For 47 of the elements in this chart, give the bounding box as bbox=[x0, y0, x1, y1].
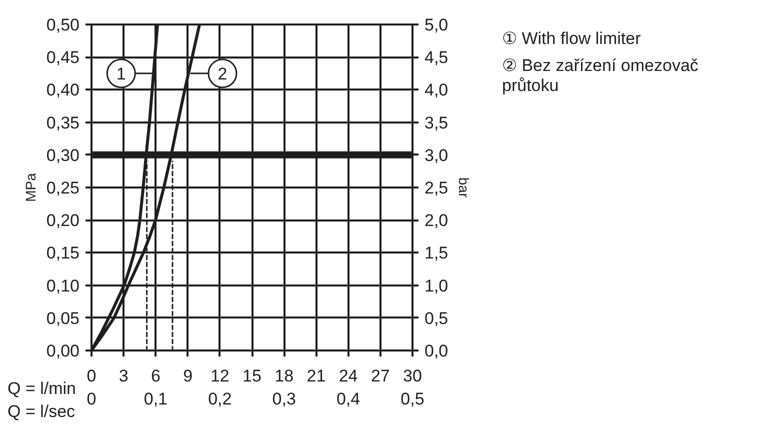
x-tick-label: 24 bbox=[338, 366, 358, 386]
annotation: 1 bbox=[116, 64, 126, 84]
y-tick-label: 0,10 bbox=[46, 276, 80, 296]
x-tick-label: 6 bbox=[150, 366, 160, 386]
y-tick-label: 0,00 bbox=[46, 342, 80, 360]
y2-tick-label: 3,0 bbox=[424, 146, 448, 165]
x-tick-label: 30 bbox=[403, 366, 422, 386]
y-tick-label: 0,35 bbox=[46, 113, 80, 132]
x2-tick-label: 0,4 bbox=[336, 390, 360, 408]
y-tick-label: 0,25 bbox=[46, 178, 80, 198]
y-tick-label: 0,20 bbox=[46, 211, 80, 230]
y2-tick-label: 4,5 bbox=[424, 48, 448, 68]
y2-tick-label: 2,0 bbox=[424, 211, 448, 230]
x-tick-label: 9 bbox=[183, 366, 193, 386]
y2-tick-label: 2,5 bbox=[424, 178, 448, 198]
y2-axis-title: bar bbox=[456, 177, 472, 198]
x2-tick-label: 0,3 bbox=[272, 390, 296, 408]
y-tick-label: 0,45 bbox=[46, 48, 80, 68]
y-tick-label: 0,05 bbox=[46, 308, 80, 328]
y2-tick-label: 0,5 bbox=[424, 308, 448, 328]
x-tick-label: 27 bbox=[370, 366, 390, 386]
y2-tick-label: 1,0 bbox=[424, 276, 448, 296]
x2-axis-title: Q = l/sec bbox=[8, 402, 76, 421]
x-tick-label: 21 bbox=[306, 366, 326, 386]
x-tick-label: 0 bbox=[86, 366, 96, 386]
y2-tick-label: 1,5 bbox=[424, 244, 448, 263]
x2-tick-label: 0,5 bbox=[400, 390, 424, 408]
annotation: 2 bbox=[218, 64, 228, 84]
y-tick-label: 0,50 bbox=[46, 16, 80, 34]
x-tick-label: 12 bbox=[210, 366, 230, 386]
y2-tick-label: 4,0 bbox=[424, 80, 448, 100]
x2-tick-label: 0,1 bbox=[144, 390, 168, 408]
y2-tick-label: 0,0 bbox=[424, 342, 448, 360]
y2-tick-label: 3,5 bbox=[424, 113, 448, 132]
x-tick-label: 18 bbox=[274, 366, 294, 386]
x2-tick-label: 0,2 bbox=[208, 390, 232, 408]
x-axis-title: Q = l/min bbox=[8, 379, 76, 398]
text: ① With flow limiter bbox=[502, 28, 641, 49]
y2-tick-label: 5,0 bbox=[424, 16, 448, 34]
x-tick-label: 15 bbox=[242, 366, 262, 386]
y-tick-label: 0,40 bbox=[46, 80, 80, 100]
y-tick-label: 0,30 bbox=[46, 146, 80, 165]
text: ② Bez zařízení omezovač průtoku bbox=[502, 55, 698, 96]
y-tick-label: 0,15 bbox=[46, 244, 80, 263]
y-axis-title: MPa bbox=[22, 172, 38, 202]
x-tick-label: 3 bbox=[118, 366, 128, 386]
x2-tick-label: 0 bbox=[86, 390, 96, 408]
